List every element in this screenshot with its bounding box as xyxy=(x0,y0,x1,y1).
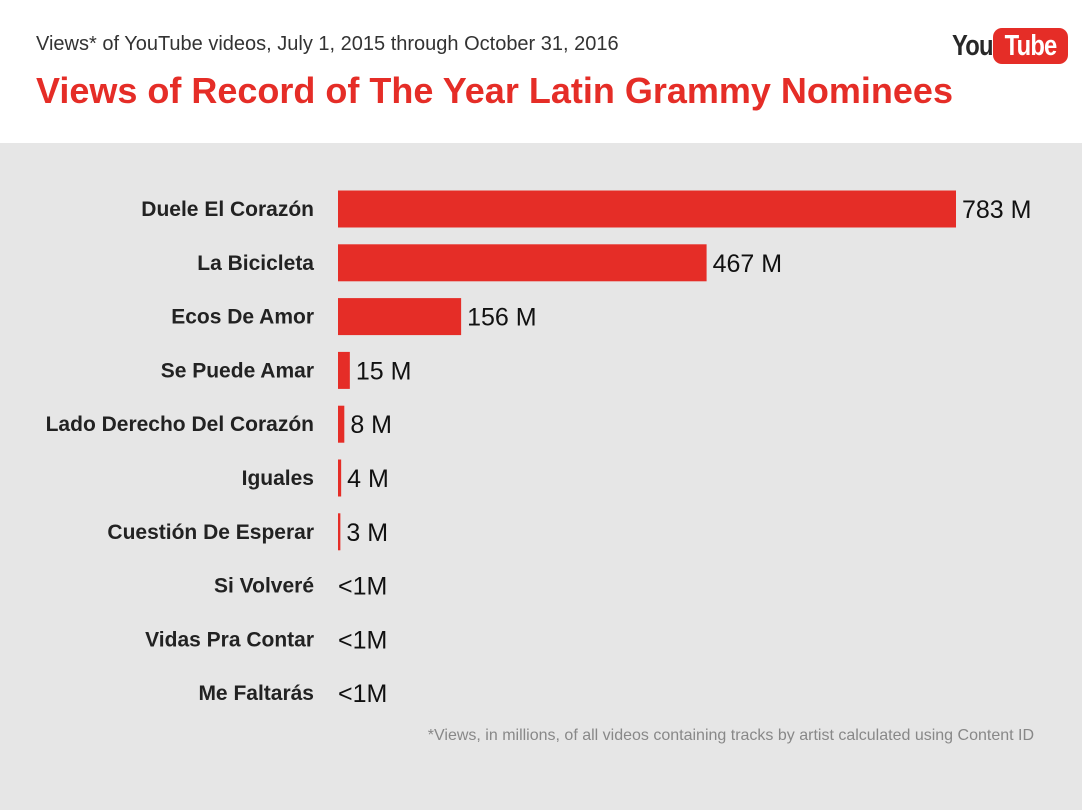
value-label: 15 M xyxy=(356,357,412,385)
chart-subtitle: Views* of YouTube videos, July 1, 2015 t… xyxy=(36,33,619,55)
chart-area: Duele El Corazón 783 M La Bicicleta 467 M Ec… xyxy=(0,143,1082,810)
bar xyxy=(338,513,341,551)
chart-title: Views of Record of The Year Latin Grammy… xyxy=(36,70,953,111)
bar xyxy=(338,459,342,497)
header: Views* of YouTube videos, July 1, 2015 t… xyxy=(0,0,1082,143)
footnote: *Views, in millions, of all videos conta… xyxy=(427,727,1034,744)
value-label: <1M xyxy=(338,573,387,601)
bar xyxy=(338,244,707,282)
bar xyxy=(338,190,956,228)
category-label: Lado Derecho Del Corazón xyxy=(46,413,314,436)
category-label: Vidas Pra Contar xyxy=(145,628,314,651)
bar xyxy=(338,298,462,336)
value-label: 4 M xyxy=(347,465,389,493)
category-label: Duele El Corazón xyxy=(141,198,314,221)
category-label: Me Faltarás xyxy=(198,682,314,705)
bar-chart: Duele El Corazón 783 M La Bicicleta 467 M Ec… xyxy=(46,190,1031,708)
youtube-logo: You Tube xyxy=(952,27,1068,65)
category-label: La Bicicleta xyxy=(197,252,314,275)
value-label: 467 M xyxy=(713,250,782,278)
logo-tube-box: Tube xyxy=(992,28,1068,64)
category-label: Ecos De Amor xyxy=(171,306,314,329)
category-label: Se Puede Amar xyxy=(161,359,314,382)
value-label: 156 M xyxy=(467,304,536,332)
value-label: 8 M xyxy=(350,411,392,439)
logo-tube-text: Tube xyxy=(1004,29,1057,62)
bar xyxy=(338,405,345,443)
category-label: Iguales xyxy=(242,467,314,490)
value-label: <1M xyxy=(338,626,387,654)
category-label: Cuestión De Esperar xyxy=(107,521,314,544)
category-label: Si Volveré xyxy=(214,575,314,598)
logo-you-text: You xyxy=(952,29,994,62)
value-label: 3 M xyxy=(346,519,388,547)
value-label: <1M xyxy=(338,680,387,708)
bar xyxy=(338,351,350,389)
value-label: 783 M xyxy=(962,196,1031,224)
